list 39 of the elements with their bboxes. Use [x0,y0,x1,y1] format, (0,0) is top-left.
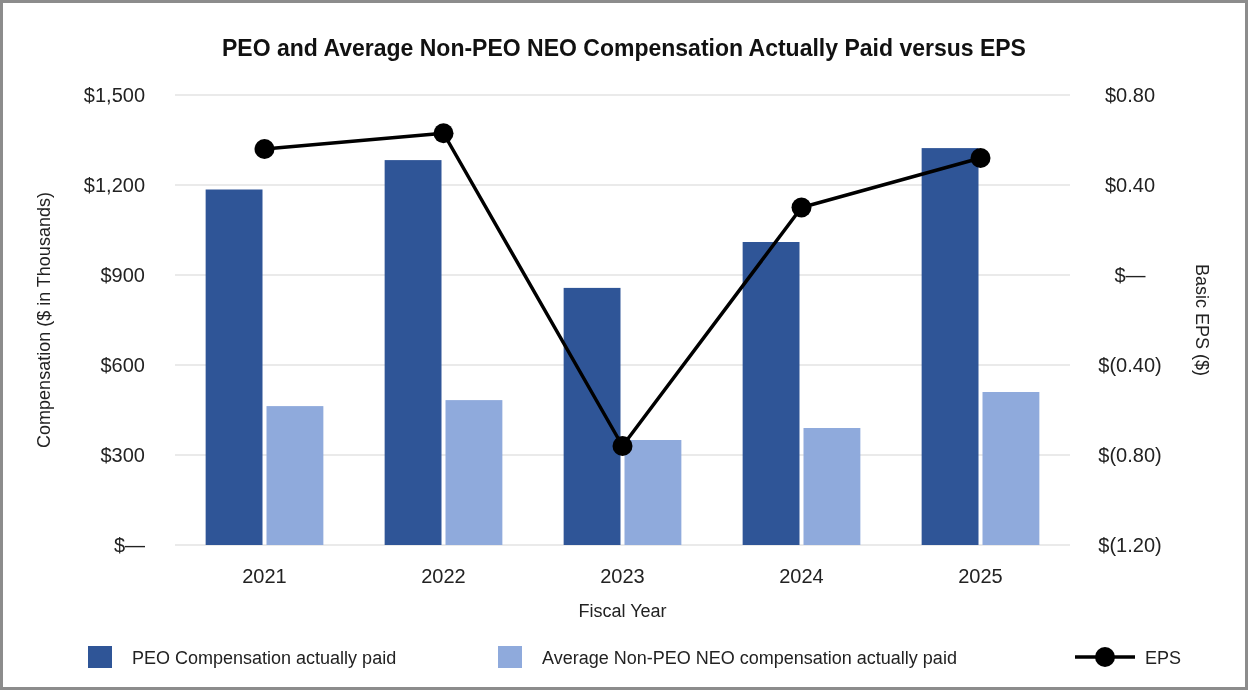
y-tick-label: $900 [100,264,145,286]
point [254,139,275,159]
point [612,436,633,456]
y2-tick-label: $0.40 [1104,174,1156,196]
bar [563,287,621,545]
y-tick-label: $1,500 [83,84,145,106]
x-tick-label: 2022 [421,565,466,587]
x-axis-title: Fiscal Year [578,601,667,621]
bar [384,160,442,545]
y-tick-label: $— [113,534,145,556]
y2-tick-label: $— [1114,264,1146,286]
y2-tick-label: $0.80 [1104,84,1156,106]
y-axis-title: Compensation ($ in Thousands) [34,192,54,448]
y-tick-label: $1,200 [83,174,145,196]
bar [445,400,503,545]
point [433,123,454,144]
y2-tick-label: $(0.40) [1098,354,1162,376]
legend-label: Average Non-PEO NEO compensation actually paid [542,648,957,668]
bar [205,189,263,545]
y-tick-label: $300 [100,444,145,466]
y2-axis-title: Basic EPS ($) [1192,263,1212,377]
bar [921,148,979,545]
bar [982,392,1040,545]
x-tick-label: 2021 [242,565,287,587]
chart-title: PEO and Average Non-PEO NEO Compensation Actually Paid versus EPS [222,35,1026,61]
point [970,148,991,168]
bar [742,242,800,545]
y2-tick-label: $(1.20) [1098,534,1162,556]
legend-label: EPS [1145,648,1182,668]
y-tick-label: $600 [100,354,145,376]
x-tick-label: 2024 [779,565,824,587]
bar [624,440,682,545]
x-tick-label: 2025 [958,565,1003,587]
bar [803,428,861,545]
bar [266,406,324,545]
y2-tick-label: $(0.80) [1098,444,1162,466]
point [791,197,812,218]
legend-label: PEO Compensation actually paid [132,648,397,668]
x-tick-label: 2023 [600,565,645,587]
